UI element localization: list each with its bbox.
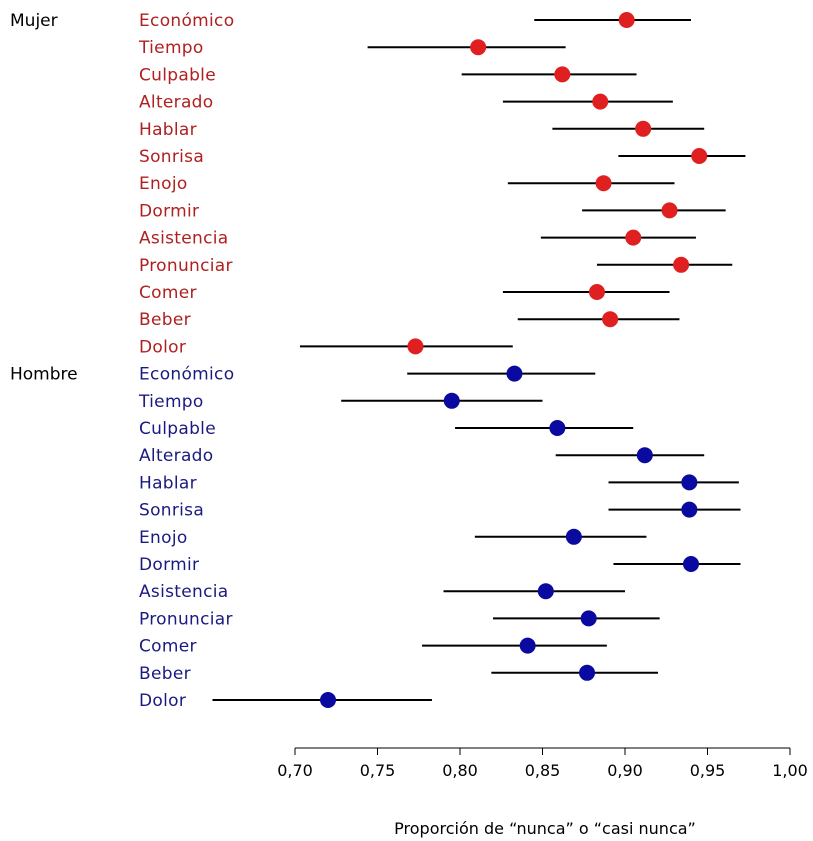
category-label: Pronunciar <box>139 609 233 629</box>
x-tick-label: 0,80 <box>442 761 478 780</box>
point-estimate <box>579 665 595 681</box>
point-estimate <box>538 583 554 599</box>
x-axis-title: Proporción de “nunca” o “casi nunca” <box>394 819 696 838</box>
category-label: Asistencia <box>139 582 228 602</box>
category-label: Alterado <box>139 93 213 113</box>
category-label: Económico <box>139 365 234 385</box>
category-label: Culpable <box>139 419 216 439</box>
category-label: Tiempo <box>138 392 204 412</box>
point-estimate <box>637 447 653 463</box>
point-estimate <box>662 202 678 218</box>
category-label: Beber <box>139 310 191 330</box>
category-label: Dolor <box>139 691 186 711</box>
category-label: Dormir <box>139 201 199 221</box>
point-estimate <box>602 311 618 327</box>
point-estimate <box>673 257 689 273</box>
point-estimate <box>566 529 582 545</box>
x-tick-label: 1,00 <box>772 761 808 780</box>
x-tick-label: 0,85 <box>525 761 561 780</box>
point-estimate <box>470 39 486 55</box>
point-estimate <box>444 393 460 409</box>
category-label: Hablar <box>139 473 197 493</box>
category-label: Comer <box>139 283 197 303</box>
point-estimate <box>619 12 635 28</box>
category-label: Culpable <box>139 65 216 85</box>
category-label: Asistencia <box>139 229 228 249</box>
x-tick-label: 0,95 <box>690 761 726 780</box>
point-estimate <box>681 474 697 490</box>
category-label: Comer <box>139 637 197 657</box>
point-estimate <box>581 610 597 626</box>
point-estimate <box>407 338 423 354</box>
point-estimate <box>625 230 641 246</box>
category-label: Beber <box>139 664 191 684</box>
category-label: Enojo <box>139 528 188 548</box>
point-estimate <box>596 175 612 191</box>
point-estimate <box>320 692 336 708</box>
category-label: Tiempo <box>138 38 204 58</box>
plot-rows: Mujer Económico Tiempo Culpable Alterado Habl… <box>10 11 745 711</box>
group-label-1: Hombre <box>10 365 78 385</box>
point-estimate <box>549 420 565 436</box>
group-label-0: Mujer <box>10 11 58 31</box>
category-label: Económico <box>139 11 234 31</box>
point-estimate <box>691 148 707 164</box>
category-label: Alterado <box>139 446 213 466</box>
category-label: Hablar <box>139 120 197 140</box>
category-label: Sonrisa <box>139 147 204 167</box>
point-estimate <box>589 284 605 300</box>
point-estimate <box>592 94 608 110</box>
x-tick-label: 0,90 <box>607 761 643 780</box>
category-label: Dolor <box>139 337 186 357</box>
point-estimate <box>681 502 697 518</box>
x-axis: 0,70 0,75 0,80 0,85 0,90 0,95 1,00 <box>277 748 808 780</box>
category-label: Sonrisa <box>139 501 204 521</box>
point-estimate <box>635 121 651 137</box>
x-tick-label: 0,70 <box>277 761 313 780</box>
point-estimate <box>520 638 536 654</box>
point-estimate <box>554 66 570 82</box>
point-estimate <box>683 556 699 572</box>
category-label: Enojo <box>139 174 188 194</box>
x-tick-label: 0,75 <box>360 761 396 780</box>
category-label: Dormir <box>139 555 199 575</box>
point-estimate <box>506 366 522 382</box>
category-label: Pronunciar <box>139 256 233 276</box>
